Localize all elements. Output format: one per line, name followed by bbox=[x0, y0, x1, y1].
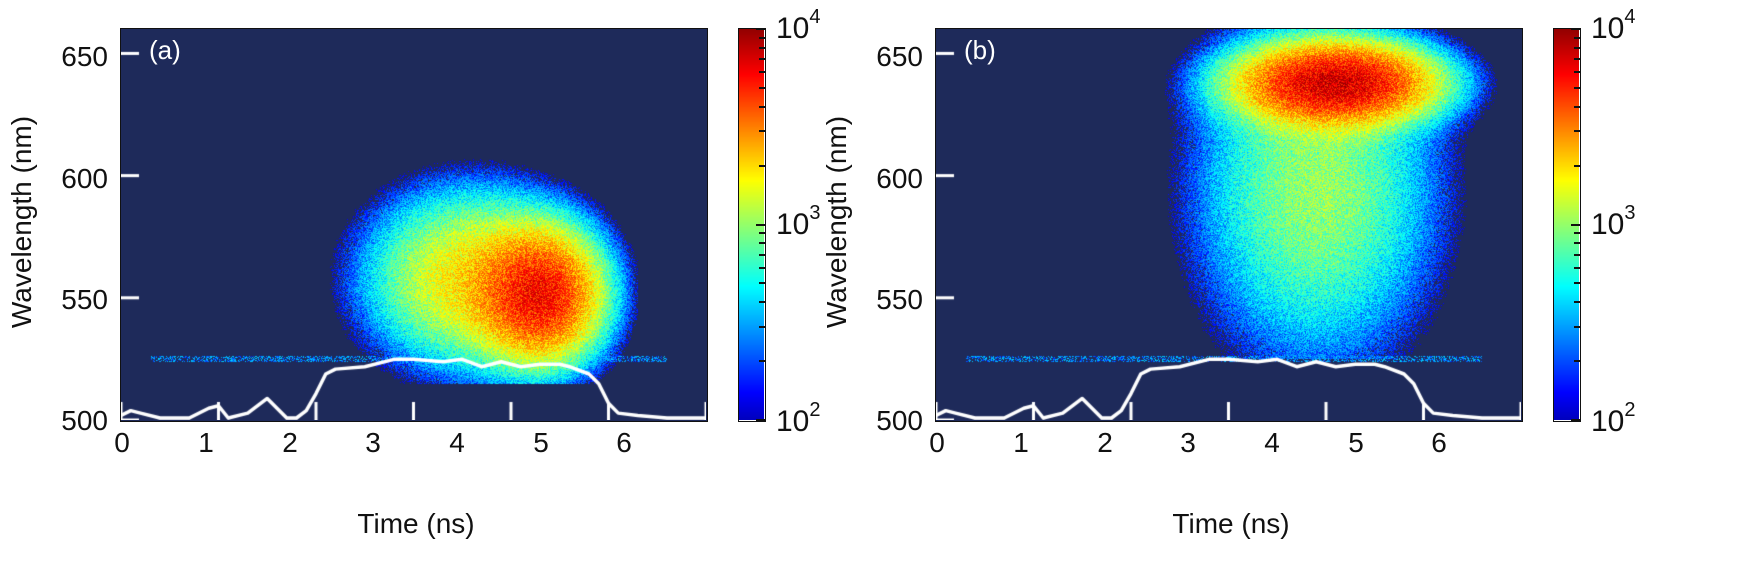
colorbar-tick bbox=[1574, 36, 1580, 39]
x-axis-title: Time (ns) bbox=[357, 508, 475, 539]
colorbar-tick bbox=[1574, 301, 1580, 304]
panel-label: (a) bbox=[149, 35, 181, 65]
x-tick-label: 5 bbox=[533, 427, 549, 458]
x-tick-label: 0 bbox=[929, 427, 945, 458]
colorbar-tick bbox=[756, 419, 766, 421]
colorbar-tick bbox=[759, 325, 765, 328]
colorbar-tick bbox=[1574, 253, 1580, 256]
x-tick-label: 6 bbox=[616, 427, 632, 458]
x-tick-label: 4 bbox=[449, 427, 465, 458]
colorbar bbox=[738, 28, 766, 422]
colorbar-tick bbox=[759, 105, 765, 108]
colorbar-tick bbox=[759, 130, 765, 133]
colorbar-tick bbox=[759, 232, 765, 235]
heatmap-plot-b: (b) bbox=[935, 28, 1523, 422]
panel-label: (b) bbox=[964, 35, 996, 65]
colorbar-tick bbox=[1574, 282, 1580, 285]
colorbar-label-mid: 103 bbox=[776, 202, 821, 241]
colorbar-label-mid: 103 bbox=[1591, 202, 1636, 241]
heatmap-plot-a: (a) bbox=[120, 28, 708, 422]
colorbar-label-max: 104 bbox=[1591, 6, 1636, 45]
colorbar-tick bbox=[1571, 28, 1581, 30]
colorbar-tick bbox=[1574, 232, 1580, 235]
colorbar-tick bbox=[759, 58, 765, 61]
colorbar-tick bbox=[759, 266, 765, 269]
x-tick-label: 1 bbox=[198, 427, 214, 458]
x-tick-label: 2 bbox=[282, 427, 298, 458]
colorbar-tick bbox=[759, 164, 765, 167]
y-tick-label: 600 bbox=[61, 163, 108, 194]
y-tick-label: 550 bbox=[61, 284, 108, 315]
colorbar-tick bbox=[759, 86, 765, 89]
colorbar-tick bbox=[1574, 242, 1580, 245]
y-tick-label: 500 bbox=[61, 405, 108, 436]
y-axis-title: Wavelength (nm) bbox=[6, 115, 37, 329]
x-axis-title: Time (ns) bbox=[1172, 508, 1290, 539]
colorbar bbox=[1553, 28, 1581, 422]
colorbar-tick bbox=[759, 36, 765, 39]
colorbar-tick bbox=[1574, 325, 1580, 328]
colorbar-tick bbox=[1574, 266, 1580, 269]
x-tick-label: 6 bbox=[1431, 427, 1447, 458]
heatmap-canvas bbox=[121, 29, 706, 420]
colorbar-label-min: 102 bbox=[776, 399, 821, 438]
colorbar-tick bbox=[759, 242, 765, 245]
colorbar-tick bbox=[759, 46, 765, 49]
colorbar-tick bbox=[1574, 164, 1580, 167]
x-tick-label: 0 bbox=[114, 427, 130, 458]
colorbar-tick bbox=[759, 253, 765, 256]
colorbar-tick bbox=[756, 28, 766, 30]
colorbar-tick bbox=[1574, 58, 1580, 61]
colorbar-tick bbox=[759, 282, 765, 285]
colorbar-tick bbox=[756, 223, 766, 226]
y-tick-label: 550 bbox=[876, 284, 923, 315]
colorbar-label-max: 104 bbox=[776, 6, 821, 45]
x-tick-label: 3 bbox=[365, 427, 381, 458]
panel-b: Wavelength (nm) 650 600 550 500 (b) 0 1 … bbox=[815, 0, 1745, 585]
y-tick-label: 650 bbox=[61, 41, 108, 72]
x-tick-label: 3 bbox=[1180, 427, 1196, 458]
colorbar-tick bbox=[1574, 130, 1580, 133]
x-tick-label: 5 bbox=[1348, 427, 1364, 458]
heatmap-canvas bbox=[936, 29, 1521, 420]
colorbar-tick bbox=[1574, 360, 1580, 363]
colorbar-tick bbox=[1574, 105, 1580, 108]
colorbar-tick bbox=[759, 71, 765, 74]
colorbar-tick bbox=[1574, 46, 1580, 49]
colorbar-tick bbox=[1574, 71, 1580, 74]
x-tick-label: 2 bbox=[1097, 427, 1113, 458]
colorbar-tick bbox=[1571, 223, 1581, 226]
x-tick-label: 1 bbox=[1013, 427, 1029, 458]
colorbar-tick bbox=[1571, 419, 1581, 421]
colorbar-tick bbox=[1574, 86, 1580, 89]
y-tick-label: 600 bbox=[876, 163, 923, 194]
y-tick-label: 500 bbox=[876, 405, 923, 436]
x-tick-label: 4 bbox=[1264, 427, 1280, 458]
colorbar-tick bbox=[759, 360, 765, 363]
panel-a: Wavelength (nm) 650 600 550 500 (a) 0 1 … bbox=[0, 0, 870, 585]
colorbar-tick bbox=[759, 301, 765, 304]
colorbar-label-min: 102 bbox=[1591, 399, 1636, 438]
y-axis-title: Wavelength (nm) bbox=[821, 115, 852, 329]
y-tick-label: 650 bbox=[876, 41, 923, 72]
